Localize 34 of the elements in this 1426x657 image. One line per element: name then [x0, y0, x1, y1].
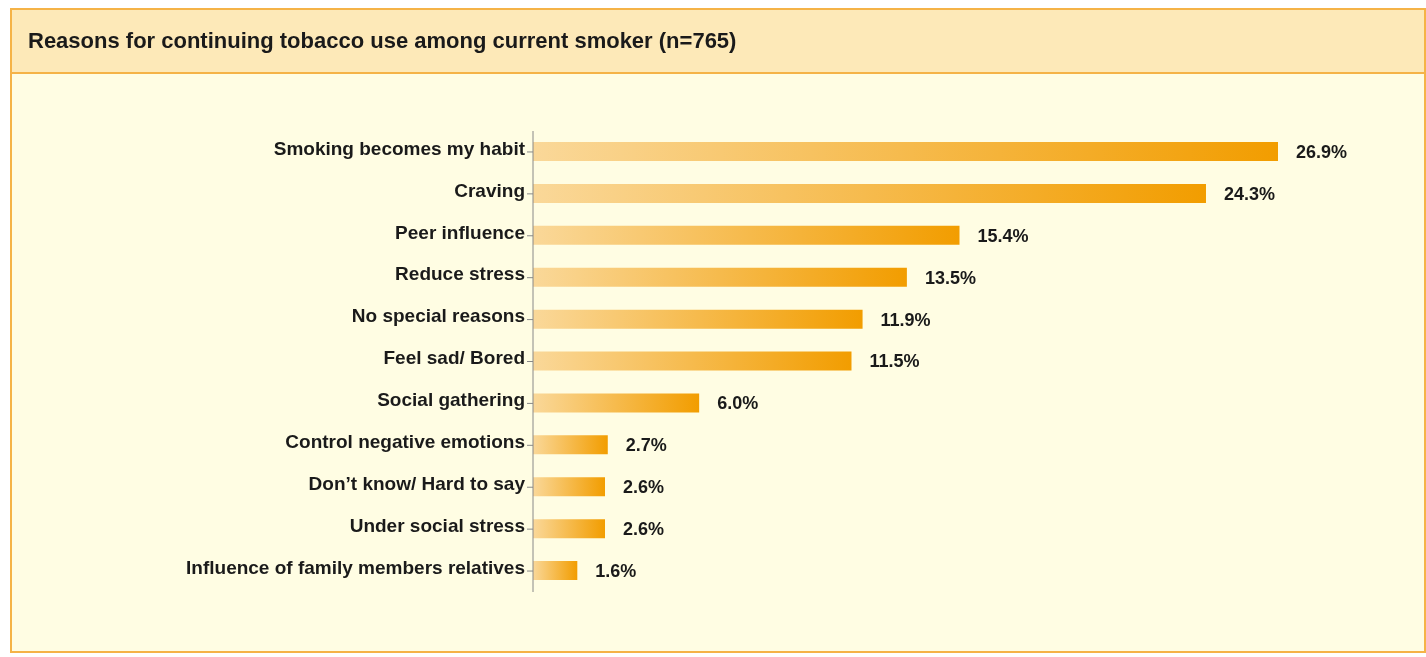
y-tick-label: Social gathering: [377, 389, 525, 411]
data-label: 6.0%: [717, 393, 759, 414]
bar: [533, 309, 863, 329]
bar: [533, 477, 606, 497]
data-label: 11.9%: [880, 309, 931, 330]
bar: [533, 393, 700, 413]
data-label: 2.6%: [623, 477, 665, 498]
y-tick-label: No special reasons: [351, 305, 525, 327]
data-label: 2.6%: [623, 519, 665, 540]
bar: [533, 519, 606, 539]
data-label: 2.7%: [625, 435, 667, 456]
data-label: 15.4%: [977, 225, 1029, 246]
y-tick-label: Control negative emotions: [285, 431, 525, 453]
data-label: 1.6%: [595, 560, 637, 581]
bar: [533, 267, 907, 287]
bar: [533, 561, 578, 581]
y-tick-label: Don’t know/ Hard to say: [308, 472, 526, 494]
y-tick-label: Influence of family members relatives: [186, 556, 525, 578]
data-label: 26.9%: [1296, 141, 1348, 162]
y-tick-label: Smoking becomes my habit: [273, 137, 526, 159]
y-tick-label: Peer influence: [395, 221, 525, 243]
y-tick-label: Reduce stress: [395, 263, 525, 285]
bar: [533, 351, 852, 371]
y-tick-label: Under social stress: [349, 514, 525, 536]
y-tick-label: Feel sad/ Bored: [383, 347, 525, 369]
bar: [533, 183, 1206, 203]
y-tick-label: Craving: [454, 179, 525, 201]
bar: [533, 142, 1278, 161]
data-label: 11.5%: [869, 351, 920, 372]
data-label: 13.5%: [924, 267, 976, 288]
bar: [533, 435, 608, 455]
chart-title: Reasons for continuing tobacco use among current smoker (n=765): [12, 10, 1424, 74]
bar: [533, 225, 960, 245]
data-label: 24.3%: [1223, 183, 1276, 204]
